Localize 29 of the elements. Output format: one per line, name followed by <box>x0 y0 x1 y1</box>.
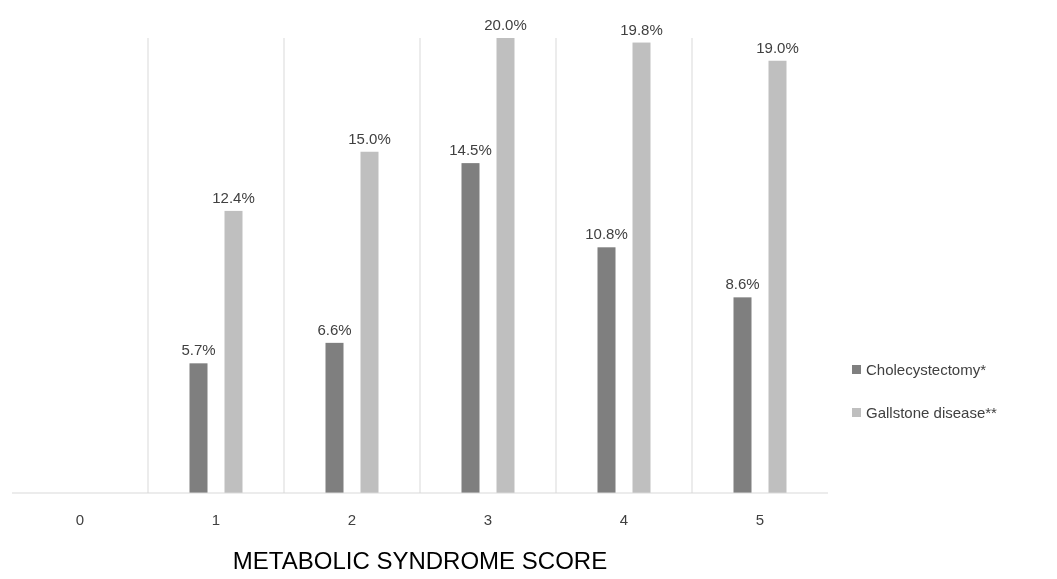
bar <box>224 210 243 493</box>
x-tick-label: 2 <box>347 511 357 528</box>
data-label: 15.0% <box>348 129 391 147</box>
x-tick-label: 1 <box>211 511 221 528</box>
data-label: 6.6% <box>317 320 352 338</box>
bar <box>189 363 208 493</box>
x-tick-label: 0 <box>75 511 85 528</box>
legend-label: Cholecystectomy* <box>866 361 987 378</box>
bar <box>496 38 515 493</box>
data-label: 20.0% <box>484 16 527 33</box>
x-tick-label: 5 <box>755 511 765 528</box>
x-tick-label: 4 <box>619 511 629 528</box>
x-axis-title: METABOLIC SYNDROME SCORE <box>232 547 608 574</box>
bar <box>325 342 344 493</box>
bar <box>597 247 616 493</box>
data-label: 19.8% <box>620 20 663 38</box>
data-label: 19.0% <box>756 38 799 56</box>
x-tick-label: 3 <box>483 511 493 528</box>
data-label: 12.4% <box>212 188 255 206</box>
legend-label: Gallstone disease** <box>866 404 998 421</box>
bar <box>461 163 480 493</box>
bar <box>768 60 787 493</box>
bar <box>632 42 651 493</box>
data-label: 5.7% <box>181 341 216 359</box>
data-label: 10.8% <box>585 225 628 243</box>
bar <box>360 151 379 493</box>
data-label: 8.6% <box>725 275 760 293</box>
data-label: 14.5% <box>449 141 492 159</box>
bar <box>733 297 752 493</box>
